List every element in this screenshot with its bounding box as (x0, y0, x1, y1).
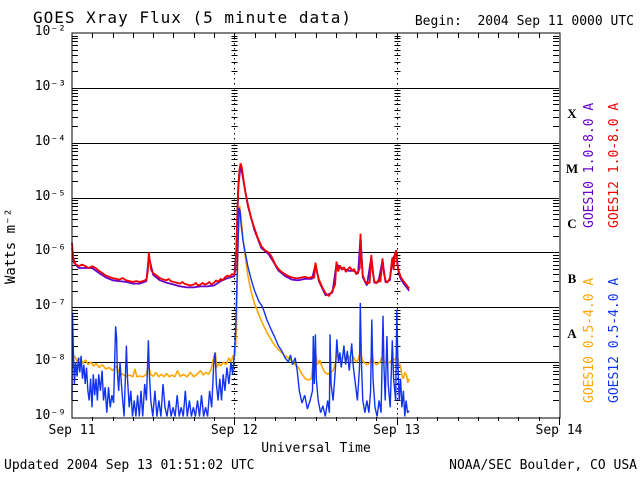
y-tick-label: 10⁻² (34, 24, 66, 39)
plot-frame (71, 32, 561, 419)
flare-class-label-b: B (567, 270, 577, 286)
y-tick-label: 10⁻⁶ (34, 243, 66, 259)
y-tick-label: 10⁻⁵ (34, 188, 66, 204)
x-axis-label: Universal Time (261, 441, 371, 456)
x-tick-label: Sep 11 (48, 423, 96, 438)
series-goes12-long-curve (71, 163, 410, 297)
x-tick-label: Sep 14 (535, 423, 583, 438)
x-tick-label: Sep 13 (373, 423, 421, 438)
series-goes10-long-curve (71, 164, 410, 297)
begin-label: Begin: 2004 Sep 11 0000 UTC (414, 14, 634, 29)
y-tick-label: 10⁻⁴ (34, 133, 66, 149)
series-goes10-short-curve (71, 206, 410, 384)
flare-class-label-c: C (567, 216, 577, 231)
y-axis-label: Watts m⁻² (3, 208, 19, 284)
flare-class-label-x: X (567, 106, 577, 122)
legend-label-goes10-long: GOES10 1.0-8.0 A (582, 102, 597, 228)
y-tick-label: 10⁻⁷ (34, 298, 66, 314)
series-goes12-short-curve (71, 207, 410, 417)
legend-label-goes10-short: GOES10 0.5-4.0 A (582, 277, 597, 403)
legend-label-goes12-long: GOES12 1.0-8.0 A (607, 102, 622, 228)
flare-class-label-a: A (567, 325, 577, 341)
credit-text: NOAA/SEC Boulder, CO USA (449, 458, 637, 473)
legend-label-goes12-short: GOES12 0.5-4.0 A (607, 277, 622, 403)
y-tick-label: 10⁻⁸ (34, 353, 66, 369)
updated-text: Updated 2004 Sep 13 01:51:02 UTC (4, 458, 255, 473)
y-tick-label: 10⁻⁹ (34, 408, 66, 423)
x-tick-label: Sep 12 (210, 423, 258, 438)
y-tick-label: 10⁻³ (34, 78, 66, 94)
flare-class-label-m: M (565, 161, 579, 177)
page-title: GOES Xray Flux (5 minute data) (33, 8, 352, 27)
